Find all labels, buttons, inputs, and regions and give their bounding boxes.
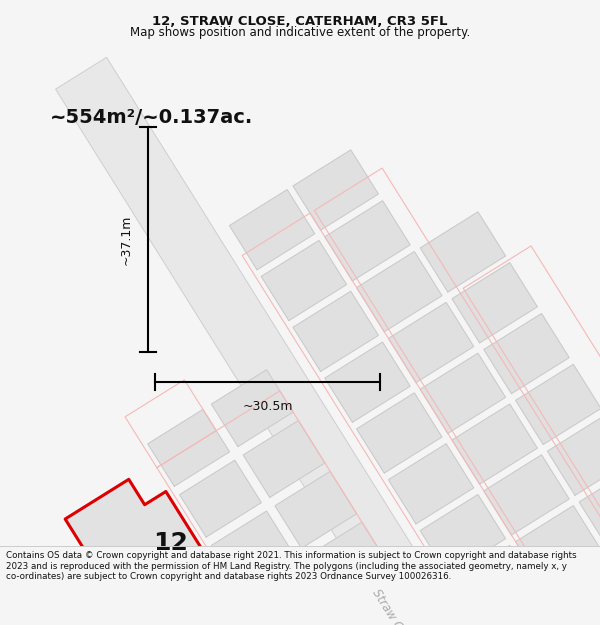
Polygon shape <box>261 241 347 321</box>
Polygon shape <box>579 466 600 546</box>
Polygon shape <box>484 455 569 535</box>
Text: ~37.1m: ~37.1m <box>120 214 133 265</box>
Polygon shape <box>388 302 473 382</box>
Polygon shape <box>179 460 261 537</box>
Text: ~554m²/~0.137ac.: ~554m²/~0.137ac. <box>50 108 253 127</box>
Polygon shape <box>325 342 410 422</box>
Text: Contains OS data © Crown copyright and database right 2021. This information is : Contains OS data © Crown copyright and d… <box>6 551 577 581</box>
Polygon shape <box>211 511 293 588</box>
Text: Straw Close: Straw Close <box>370 587 418 625</box>
Polygon shape <box>65 479 256 625</box>
Polygon shape <box>484 314 569 394</box>
Text: 12, STRAW CLOSE, CATERHAM, CR3 5FL: 12, STRAW CLOSE, CATERHAM, CR3 5FL <box>152 15 448 28</box>
Polygon shape <box>243 562 325 625</box>
Polygon shape <box>420 494 505 574</box>
Polygon shape <box>452 262 538 343</box>
Polygon shape <box>547 415 600 495</box>
Polygon shape <box>293 291 378 371</box>
Polygon shape <box>388 444 473 524</box>
Polygon shape <box>307 522 388 599</box>
Polygon shape <box>356 252 442 332</box>
Polygon shape <box>229 189 315 270</box>
Polygon shape <box>325 201 410 281</box>
Polygon shape <box>515 364 600 444</box>
Polygon shape <box>148 409 229 486</box>
Polygon shape <box>515 506 600 586</box>
Polygon shape <box>293 150 379 230</box>
Polygon shape <box>211 370 293 446</box>
Polygon shape <box>424 568 505 625</box>
Text: 12: 12 <box>153 531 188 555</box>
Polygon shape <box>356 393 442 473</box>
Polygon shape <box>338 578 449 625</box>
Text: ~30.5m: ~30.5m <box>242 400 293 413</box>
Polygon shape <box>275 471 356 548</box>
Polygon shape <box>360 607 442 625</box>
Polygon shape <box>243 421 325 498</box>
Text: Map shows position and indicative extent of the property.: Map shows position and indicative extent… <box>130 26 470 39</box>
Polygon shape <box>452 546 537 625</box>
Polygon shape <box>452 404 537 484</box>
Polygon shape <box>420 353 505 433</box>
Polygon shape <box>56 58 478 625</box>
Polygon shape <box>420 212 506 292</box>
